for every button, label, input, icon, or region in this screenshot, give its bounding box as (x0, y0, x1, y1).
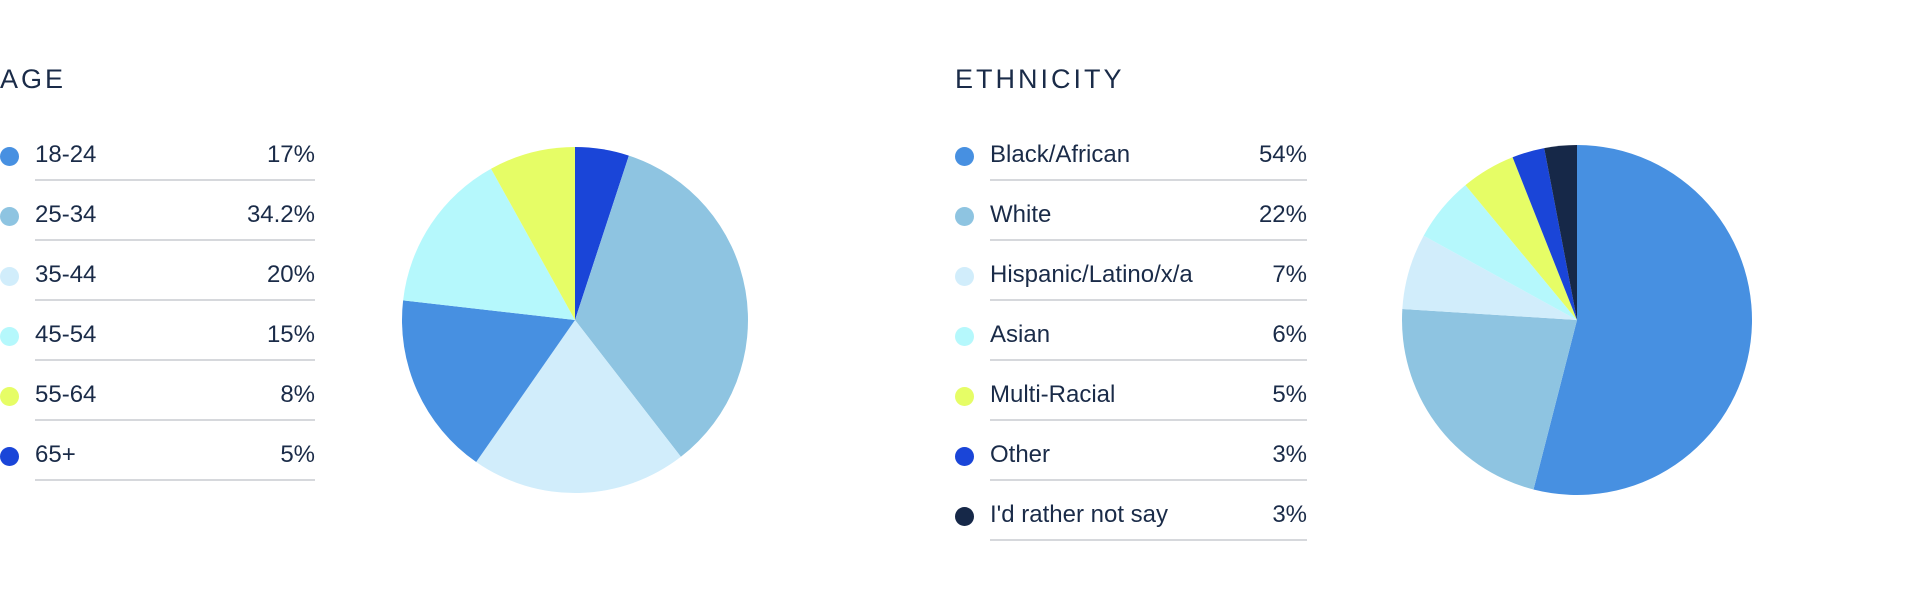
legend-divider (990, 299, 1307, 301)
legend-value: 54% (1258, 141, 1307, 168)
legend-value: 6% (1272, 321, 1307, 348)
legend-swatch (955, 387, 974, 406)
legend-divider (35, 179, 315, 181)
legend-value: 5% (1272, 381, 1307, 408)
legend-swatch (0, 447, 19, 466)
legend-item: 18-24 17% (0, 135, 315, 195)
legend-label: Multi-Racial (990, 381, 1116, 408)
legend-swatch (0, 147, 19, 166)
legend-divider (35, 239, 315, 241)
pie-slice (575, 155, 748, 457)
legend-swatch (955, 327, 974, 346)
pie-slice (491, 147, 575, 320)
legend-label: Black/African (990, 141, 1131, 168)
pie-slice (575, 147, 629, 320)
legend-value: 20% (266, 261, 315, 288)
legend-item: Multi-Racial 5% (955, 375, 1307, 435)
legend-divider (990, 539, 1307, 541)
legend-swatch (955, 207, 974, 226)
legend-value: 34.2% (246, 201, 315, 228)
legend-label: 45-54 (35, 321, 97, 348)
legend-item: 45-54 15% (0, 315, 315, 375)
legend-label: 35-44 (35, 261, 97, 288)
legend-value: 5% (280, 441, 315, 468)
legend-item: 35-44 20% (0, 255, 315, 315)
legend-label: White (990, 201, 1052, 228)
age-legend: 18-24 17% 25-34 34.2% 35-44 20% 45-54 15% 55-64 8… (0, 135, 315, 495)
pie-slice (401, 300, 575, 462)
ethnicity-chart-panel: ETHNICITY Black/African 54% White 22% Hispan… (955, 0, 1885, 600)
legend-value: 22% (1258, 201, 1307, 228)
pie-slice (1423, 185, 1577, 320)
legend-value: 3% (1272, 441, 1307, 468)
pie-slice (1465, 157, 1577, 320)
pie-slice (1402, 235, 1577, 320)
legend-divider (990, 419, 1307, 421)
legend-value: 15% (266, 321, 315, 348)
legend-value: 17% (266, 141, 315, 168)
pie-slice (403, 168, 575, 320)
legend-value: 3% (1272, 501, 1307, 528)
legend-swatch (0, 207, 19, 226)
legend-swatch (0, 267, 19, 286)
legend-divider (35, 479, 315, 481)
legend-value: 8% (280, 381, 315, 408)
legend-divider (990, 359, 1307, 361)
legend-item: 65+ 5% (0, 435, 315, 495)
legend-divider (35, 299, 315, 301)
legend-item: Black/African 54% (955, 135, 1307, 195)
legend-label: Asian (990, 321, 1051, 348)
legend-label: Hispanic/Latino/x/a (990, 261, 1193, 288)
legend-item: White 22% (955, 195, 1307, 255)
legend-label: I'd rather not say (990, 501, 1169, 528)
legend-label: 65+ (35, 441, 76, 468)
legend-divider (990, 179, 1307, 181)
legend-label: Other (990, 441, 1051, 468)
legend-divider (990, 479, 1307, 481)
legend-divider (35, 419, 315, 421)
legend-item: Other 3% (955, 435, 1307, 495)
pie-slice (1402, 309, 1577, 490)
ethnicity-pie-chart (1402, 145, 1753, 495)
ethnicity-chart-title: ETHNICITY (955, 64, 1125, 94)
ethnicity-legend: Black/African 54% White 22% Hispanic/Latino/… (955, 135, 1307, 555)
legend-item: Asian 6% (955, 315, 1307, 375)
legend-item: Hispanic/Latino/x/a 7% (955, 255, 1307, 315)
legend-item: I'd rather not say 3% (955, 495, 1307, 555)
legend-swatch (955, 507, 974, 526)
legend-label: 18-24 (35, 141, 97, 168)
pie-slice (1512, 148, 1577, 320)
pie-slice (1533, 145, 1753, 495)
legend-label: 55-64 (35, 381, 97, 408)
pie-slice (476, 320, 681, 493)
legend-item: 25-34 34.2% (0, 195, 315, 255)
legend-divider (35, 359, 315, 361)
legend-value: 7% (1272, 261, 1307, 288)
legend-swatch (955, 267, 974, 286)
legend-label: 25-34 (35, 201, 97, 228)
age-chart-panel: AGE 18-24 17% 25-34 34.2% 35-44 20% 45-54 15% 55… (0, 0, 900, 600)
pie-slice (1544, 145, 1577, 320)
age-chart-title: AGE (0, 64, 67, 94)
legend-swatch (955, 147, 974, 166)
legend-swatch (0, 327, 19, 346)
legend-item: 55-64 8% (0, 375, 315, 435)
legend-swatch (955, 447, 974, 466)
legend-divider (990, 239, 1307, 241)
legend-swatch (0, 387, 19, 406)
age-pie-chart (401, 147, 748, 493)
